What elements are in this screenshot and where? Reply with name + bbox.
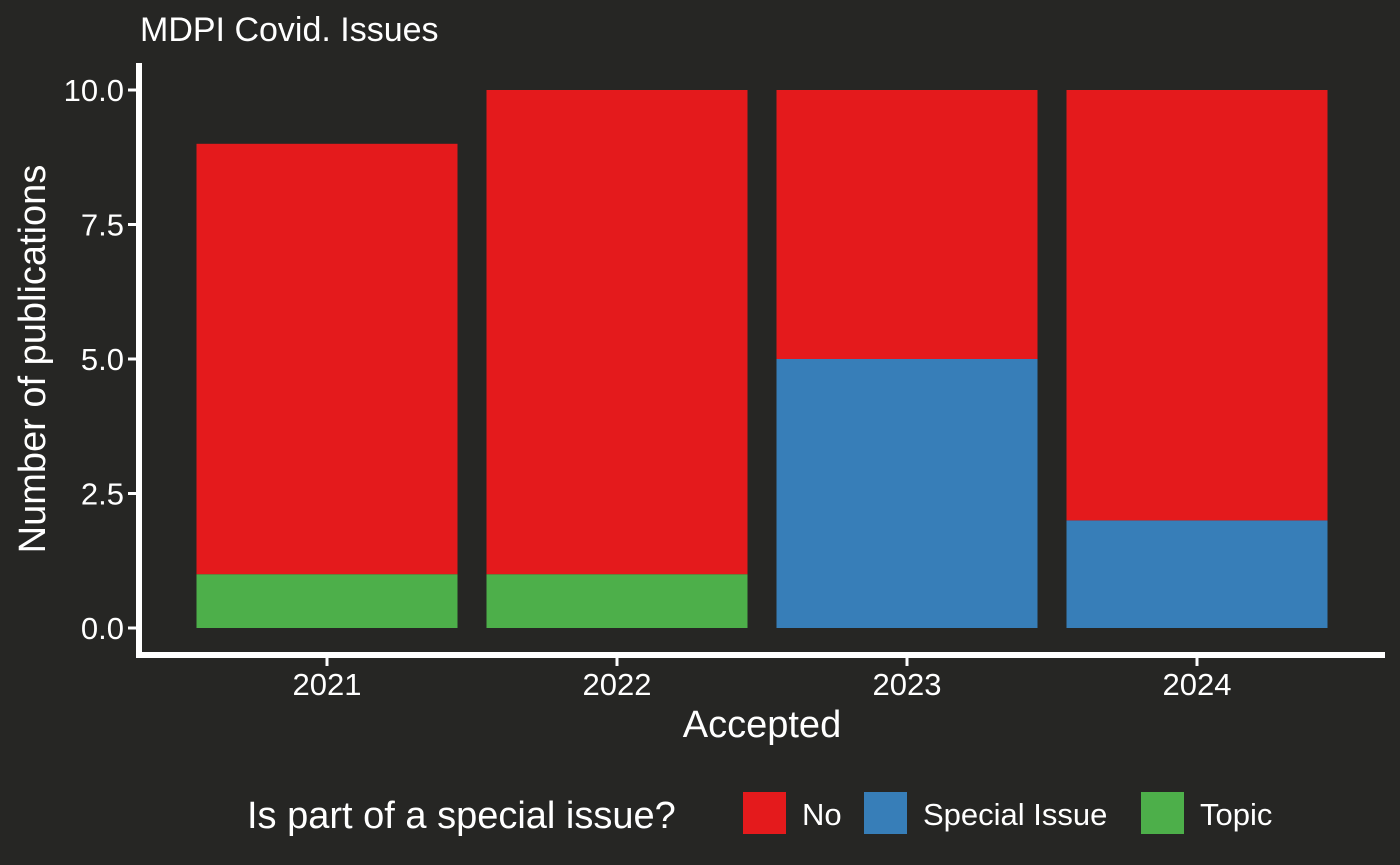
x-tick-label: 2023 — [873, 667, 942, 702]
legend: Is part of a special issue? No Special Iss… — [247, 792, 1272, 837]
legend-title: Is part of a special issue? — [247, 795, 676, 837]
x-tick-label: 2022 — [583, 667, 652, 702]
x-axis-title: Accepted — [683, 704, 841, 746]
y-tick-label: 7.5 — [81, 208, 124, 243]
y-tick-label: 10.0 — [64, 73, 124, 108]
chart-title: MDPI Covid. Issues — [140, 11, 439, 49]
x-tick-label: 2021 — [293, 667, 362, 702]
bar-special-issue-2023 — [776, 359, 1038, 628]
bar-no-2023 — [776, 90, 1038, 359]
bar-special-issue-2024 — [1066, 520, 1328, 628]
y-axis-title: Number of publications — [12, 165, 54, 554]
legend-swatch-no — [743, 792, 786, 834]
bar-topic-2021 — [196, 574, 458, 628]
bars-group — [196, 90, 1328, 628]
legend-label-topic: Topic — [1200, 797, 1272, 832]
legend-label-no: No — [802, 797, 842, 832]
axes-group: 0.0 2.5 5.0 7.5 10.0 2021 2022 2023 2024 — [64, 63, 1385, 702]
y-tick-label: 0.0 — [81, 611, 124, 646]
bar-no-2021 — [196, 143, 458, 575]
y-tick-label: 5.0 — [81, 342, 124, 377]
x-tick-label: 2024 — [1163, 667, 1232, 702]
bar-no-2022 — [486, 90, 748, 575]
y-tick-label: 2.5 — [81, 477, 124, 512]
bar-topic-2022 — [486, 574, 748, 628]
bar-no-2024 — [1066, 90, 1328, 521]
legend-swatch-topic — [1141, 792, 1184, 834]
legend-swatch-special-issue — [864, 792, 907, 834]
legend-label-special-issue: Special Issue — [923, 797, 1107, 832]
